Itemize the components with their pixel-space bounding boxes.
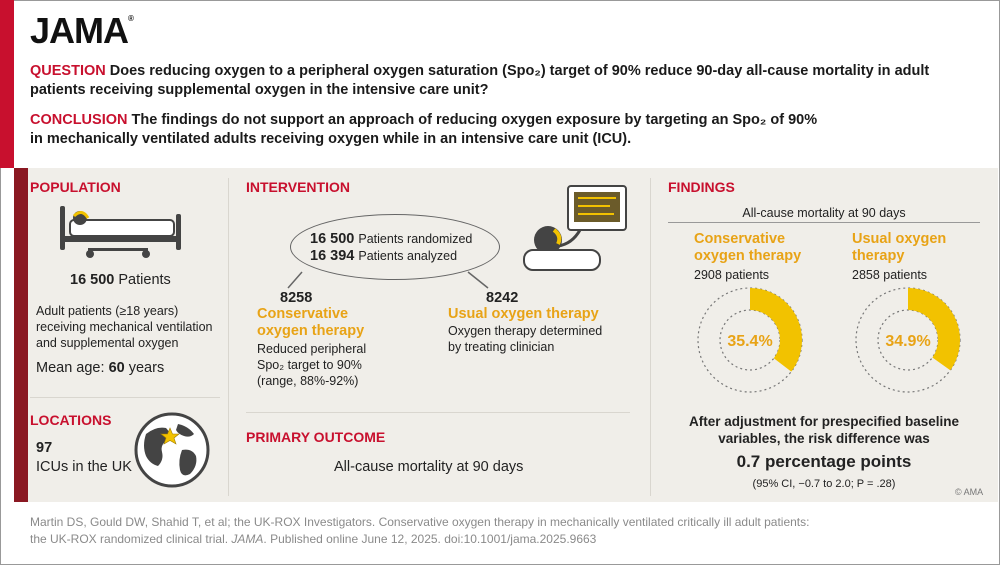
confidence-interval: (95% CI, −0.7 to 2.0; P = .28) <box>752 478 896 490</box>
donut-segment <box>749 288 802 372</box>
findings-group-2-name: Usual oxygen therapy <box>852 231 947 264</box>
locations-label: ICUs in the UK <box>36 459 132 475</box>
conclusion-block: CONCLUSION The findings do not support a… <box>30 111 960 149</box>
population-desc: Adult patients (≥18 years) receiving mec… <box>36 304 213 350</box>
findings-subtitle-rule <box>668 222 980 223</box>
question-block: QUESTION Does reducing oxygen to a perip… <box>30 62 960 100</box>
donut-label: 34.9% <box>885 333 930 350</box>
question-text: Does reducing oxygen to a peripheral oxy… <box>30 63 930 98</box>
globe-icon <box>134 412 210 488</box>
copyright: © AMA <box>955 487 984 497</box>
conservative-arm-name: Conservative oxygen therapy <box>257 306 365 339</box>
panel-side-bar <box>14 168 28 502</box>
findings-subtitle: All-cause mortality at 90 days <box>742 206 906 220</box>
divider-vertical-2 <box>650 178 651 496</box>
primary-outcome-text: All-cause mortality at 90 days <box>334 459 524 475</box>
hospital-bed-icon <box>60 206 181 258</box>
conservative-n: 8258 <box>280 290 313 306</box>
randomized-line: 16 500 Patients randomized <box>310 231 473 247</box>
top-accent-bar <box>0 0 14 168</box>
analyzed-line: 16 394 Patients analyzed <box>310 248 458 264</box>
findings-donuts: 35.4% 34.9% <box>697 287 961 393</box>
findings-group-2-patients: 2858 patients <box>852 268 928 282</box>
jama-logo: JAMA® <box>30 10 134 51</box>
randomization-ellipse <box>290 214 500 280</box>
mean-age: Mean age: 60 years <box>36 360 165 376</box>
locations-count: 97 <box>36 440 53 456</box>
question-label: QUESTION <box>30 63 106 79</box>
usual-arm-desc: Oxygen therapy determined by treating cli… <box>448 324 603 354</box>
conclusion-label: CONCLUSION <box>30 112 128 128</box>
divider-population-locations <box>30 397 220 398</box>
donut-label: 35.4% <box>727 333 772 350</box>
branch-lines <box>287 271 489 289</box>
conservative-arm-desc: Reduced peripheral Spo₂ target to 90% (ran… <box>257 342 367 388</box>
donut-segment <box>907 288 960 371</box>
usual-arm-name: Usual oxygen therapy <box>448 306 599 322</box>
divider-intervention-outcome <box>246 412 630 413</box>
risk-difference: 0.7 percentage points <box>736 452 912 471</box>
ventilator-patient-icon <box>523 185 627 271</box>
usual-n: 8242 <box>486 290 519 306</box>
conclusion-text-line1: The findings do not support an approach … <box>131 112 818 128</box>
divider-vertical-1 <box>228 178 229 496</box>
locations-title: LOCATIONS <box>30 412 112 428</box>
donut-usual: 34.9% <box>855 287 961 393</box>
adjustment-text: After adjustment for prespecified baseli… <box>688 414 960 446</box>
findings-title: FINDINGS <box>668 179 735 195</box>
primary-outcome-title: PRIMARY OUTCOME <box>246 429 386 445</box>
findings-group-1-name: Conservative oxygen therapy <box>694 231 802 264</box>
citation: Martin DS, Gould DW, Shahid T, et al; th… <box>30 515 810 546</box>
findings-group-1-patients: 2908 patients <box>694 268 770 282</box>
donut-conservative: 35.4% <box>697 287 803 393</box>
population-count: 16 500 Patients <box>70 272 171 288</box>
conclusion-text-line2: in mechanically ventilated adults receiv… <box>30 131 632 147</box>
intervention-title: INTERVENTION <box>246 179 350 195</box>
population-title: POPULATION <box>30 179 121 195</box>
